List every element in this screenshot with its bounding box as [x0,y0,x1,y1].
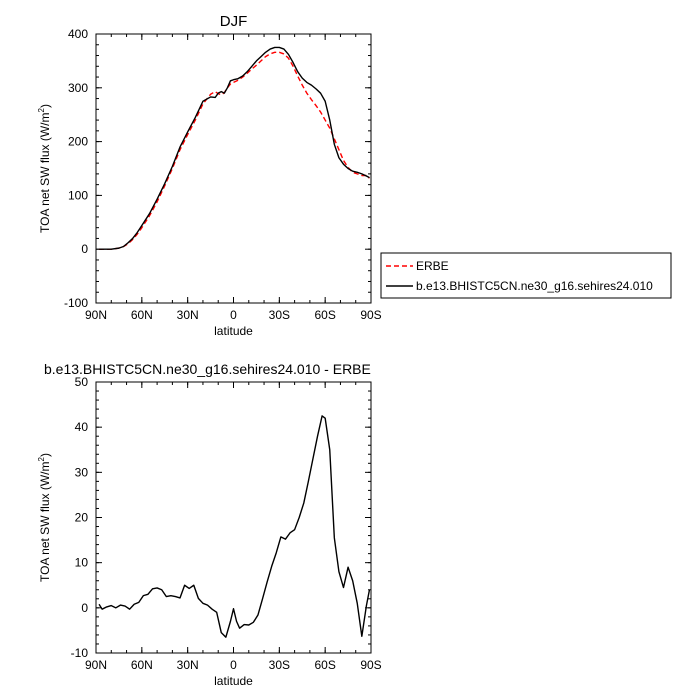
y-tick-label: 0 [81,601,88,615]
x-tick-label: 30S [269,658,290,672]
x-tick-label: 0 [230,658,237,672]
plot-frame [95,381,372,654]
x-tick-label: 60S [314,308,335,322]
legend: ERBE b.e13.BHISTC5CN.ne30_g16.sehires24.… [380,252,672,299]
y-tick-label: -10 [71,646,89,660]
series-line-model [99,46,370,250]
plot-frame [95,33,372,304]
y-tick-label: 400 [68,27,88,41]
y-tick-label: 0 [81,242,88,256]
x-tick-label: 90N [85,658,107,672]
legend-box [380,252,672,299]
legend-label-erbe: ERBE [416,259,449,273]
series-line-model [98,415,371,638]
x-tick-label: 30N [177,658,199,672]
panel-top: 90N 60N 30N 0 30S 60S 90S -100 0 100 200 300 400 DJF l… [37,13,382,338]
y-tick-label: 300 [68,81,88,95]
panel-bottom: 90N 60N 30N 0 30S 60S 90S -10 0 10 20 30 40 50b.e13.B… [37,361,382,688]
legend-label-model: b.e13.BHISTC5CN.ne30_g16.sehires24.010 [416,279,653,293]
y-tick-label: 50 [75,375,89,389]
y-tick-label: -100 [64,296,88,310]
x-tick-label: 60S [314,658,335,672]
series-line-erbe [99,51,370,250]
y-tick-label: 100 [68,188,88,202]
y-axis-label: TOA net SW flux (W/m2) [37,453,52,582]
y-tick-label: 40 [75,420,89,434]
chart-title: b.e13.BHISTC5CN.ne30_g16.sehires24.010 -… [44,361,371,377]
x-tick-label: 90S [360,308,381,322]
x-axis-label: latitude [214,674,253,688]
x-axis-label: latitude [214,324,253,338]
chart-title: DJF [220,13,248,30]
y-tick-label: 20 [75,511,89,525]
y-tick-label: 30 [75,465,89,479]
x-tick-label: 30N [177,308,199,322]
x-tick-label: 60N [131,658,153,672]
x-tick-label: 0 [230,308,237,322]
y-tick-label: 200 [68,135,88,149]
y-tick-label: 10 [75,556,89,570]
x-tick-label: 90N [85,308,107,322]
x-tick-label: 90S [360,658,381,672]
y-axis-label: TOA net SW flux (W/m2) [37,104,52,233]
x-tick-label: 30S [269,308,290,322]
x-tick-label: 60N [131,308,153,322]
